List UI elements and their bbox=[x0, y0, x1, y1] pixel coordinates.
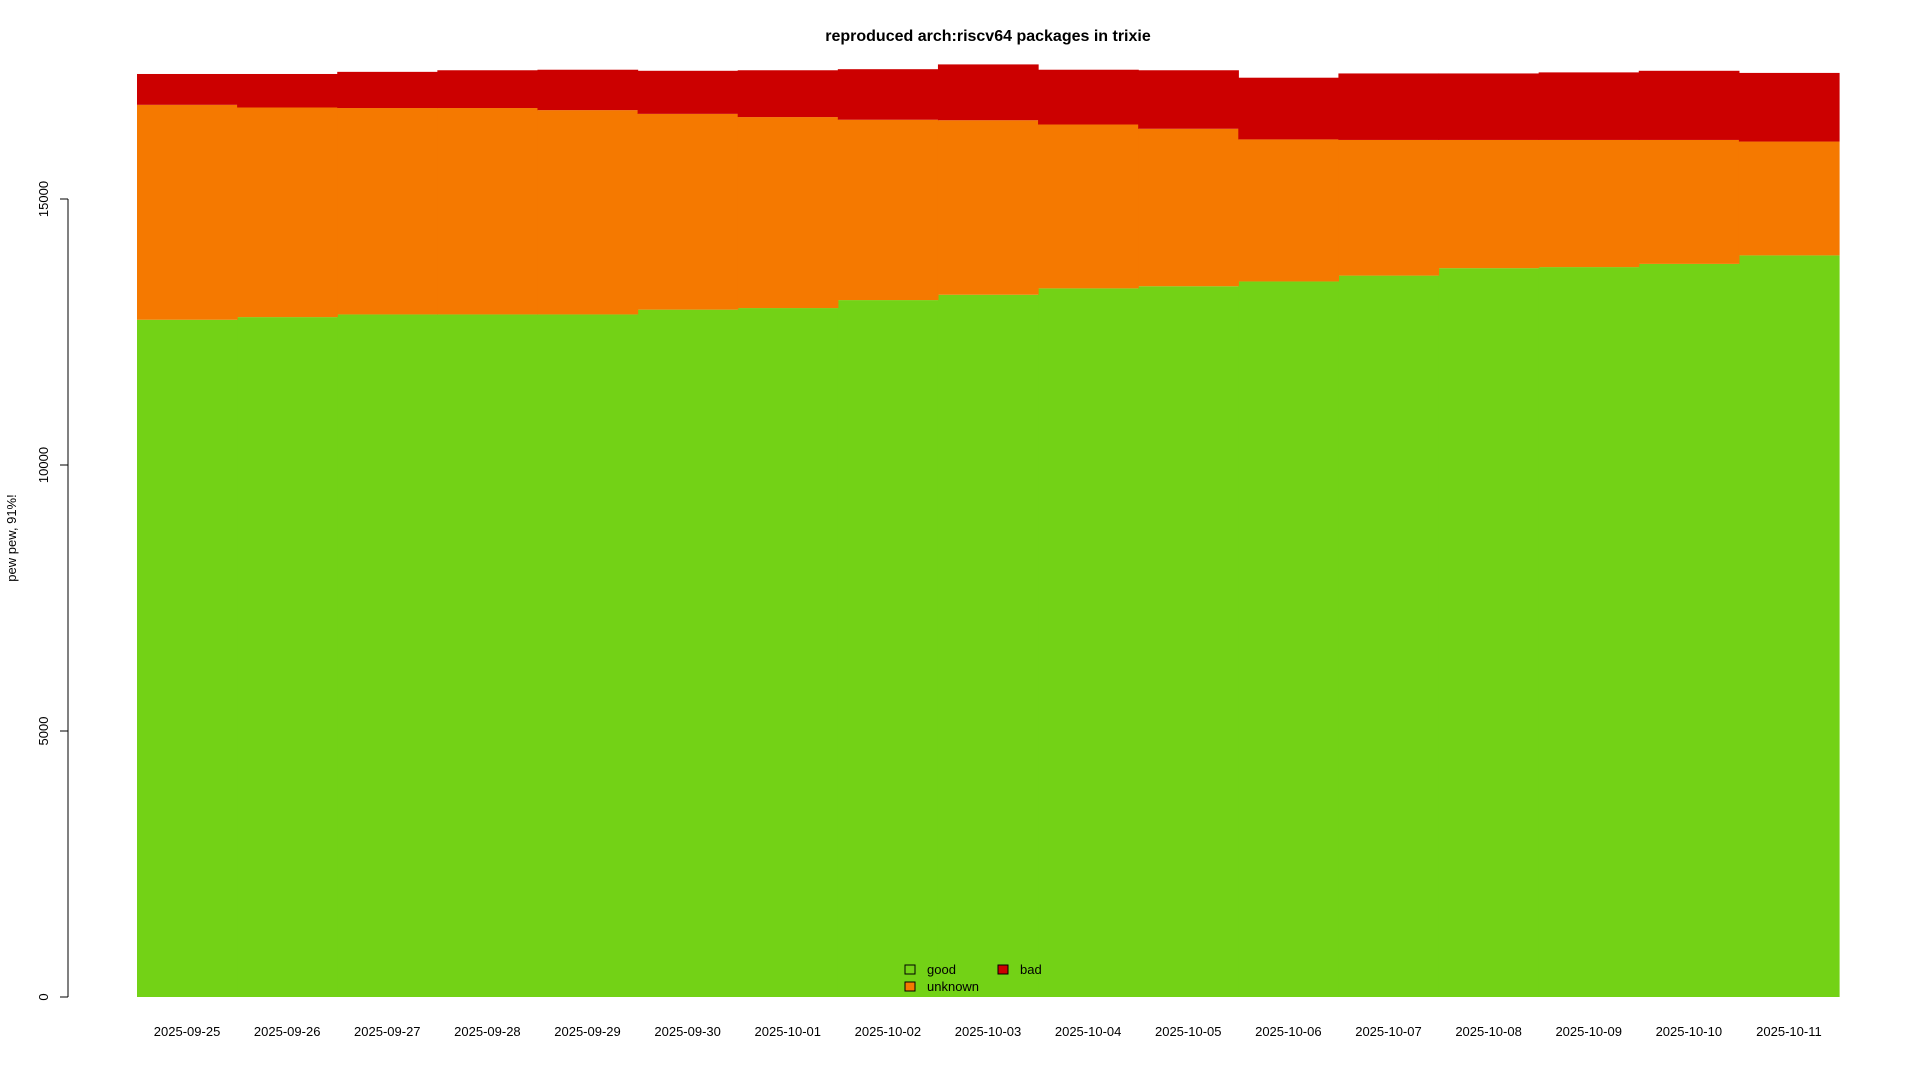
area-segment-unknown-2025-10-11 bbox=[1738, 141, 1840, 256]
area-segment-bad-2025-09-29 bbox=[537, 69, 639, 111]
x-tick-label: 2025-10-01 bbox=[755, 1024, 822, 1039]
area-segment-good-2025-10-07 bbox=[1338, 275, 1440, 997]
x-tick-label: 2025-09-27 bbox=[354, 1024, 421, 1039]
area-segment-bad-2025-10-06 bbox=[1238, 77, 1340, 140]
x-tick-label: 2025-10-05 bbox=[1155, 1024, 1222, 1039]
x-tick-label: 2025-09-29 bbox=[554, 1024, 621, 1039]
area-segment-bad-2025-09-27 bbox=[337, 71, 438, 109]
area-segment-bad-2025-09-25 bbox=[137, 73, 238, 105]
area-segment-bad-2025-10-04 bbox=[1038, 69, 1139, 125]
x-tick-label: 2025-09-28 bbox=[454, 1024, 521, 1039]
area-segment-good-2025-10-03 bbox=[937, 294, 1039, 997]
x-tick-label: 2025-10-04 bbox=[1055, 1024, 1122, 1039]
area-segment-good-2025-10-11 bbox=[1738, 255, 1840, 998]
x-tick-label: 2025-10-11 bbox=[1756, 1024, 1822, 1039]
legend: good unknown bad bbox=[904, 962, 1042, 994]
y-tick-label: 10000 bbox=[36, 447, 51, 483]
x-tick-label: 2025-09-26 bbox=[254, 1024, 321, 1039]
x-axis: 2025-09-25 2025-09-26 2025-09-27 2025-09-28… bbox=[154, 1024, 1822, 1039]
area-segment-good-2025-10-04 bbox=[1038, 288, 1139, 998]
area-segment-good-2025-09-30 bbox=[637, 309, 739, 997]
area-segment-unknown-2025-09-29 bbox=[537, 110, 639, 315]
area-segment-unknown-2025-10-06 bbox=[1238, 139, 1340, 282]
area-segment-unknown-2025-09-27 bbox=[337, 108, 438, 315]
x-tick-label: 2025-10-02 bbox=[855, 1024, 922, 1039]
area-segment-good-2025-10-09 bbox=[1538, 267, 1640, 997]
y-tick-label: 15000 bbox=[36, 181, 51, 217]
x-tick-label: 2025-09-25 bbox=[154, 1024, 221, 1039]
area-segment-unknown-2025-09-30 bbox=[637, 113, 739, 310]
area-segment-bad-2025-10-01 bbox=[737, 70, 839, 118]
legend-label-good: good bbox=[927, 962, 956, 977]
y-axis-label: pew pew, 91%! bbox=[4, 494, 19, 581]
area-segment-good-2025-10-06 bbox=[1238, 281, 1340, 998]
area-segment-bad-2025-10-11 bbox=[1738, 72, 1840, 142]
legend-swatch-bad bbox=[997, 964, 1009, 975]
legend-swatch-unknown bbox=[904, 981, 916, 992]
area-segment-good-2025-09-25 bbox=[137, 319, 238, 997]
area-segment-unknown-2025-10-08 bbox=[1438, 139, 1540, 269]
area-segment-unknown-2025-10-05 bbox=[1138, 128, 1239, 287]
area-segment-good-2025-10-01 bbox=[737, 308, 839, 997]
area-segment-unknown-2025-10-03 bbox=[937, 120, 1039, 295]
x-tick-label: 2025-10-03 bbox=[955, 1024, 1022, 1039]
x-tick-label: 2025-10-10 bbox=[1656, 1024, 1723, 1039]
x-tick-label: 2025-09-30 bbox=[654, 1024, 721, 1039]
area-segment-unknown-2025-09-28 bbox=[437, 108, 539, 315]
area-segment-good-2025-10-02 bbox=[837, 300, 939, 998]
area-segment-good-2025-10-10 bbox=[1638, 263, 1740, 997]
area-segment-bad-2025-10-08 bbox=[1438, 73, 1540, 140]
x-tick-label: 2025-10-07 bbox=[1355, 1024, 1422, 1039]
area-segment-good-2025-09-26 bbox=[237, 317, 338, 997]
area-segment-bad-2025-09-26 bbox=[237, 73, 338, 108]
area-segment-unknown-2025-09-26 bbox=[237, 107, 338, 318]
area-segment-good-2025-09-28 bbox=[437, 314, 539, 998]
area-segment-good-2025-10-08 bbox=[1438, 268, 1540, 997]
legend-swatch-good bbox=[904, 964, 916, 975]
y-tick-label: 5000 bbox=[36, 717, 51, 746]
area-segment-good-2025-10-05 bbox=[1138, 286, 1239, 997]
area-segment-unknown-2025-10-02 bbox=[837, 119, 939, 301]
area-segment-bad-2025-09-30 bbox=[637, 70, 739, 114]
area-segment-unknown-2025-09-25 bbox=[137, 104, 238, 320]
x-tick-label: 2025-10-09 bbox=[1555, 1024, 1622, 1039]
area-segment-bad-2025-10-10 bbox=[1638, 70, 1740, 140]
chart-title: reproduced arch:riscv64 packages in trix… bbox=[825, 28, 1151, 45]
plot-area bbox=[137, 64, 1840, 998]
x-tick-label: 2025-10-06 bbox=[1255, 1024, 1322, 1039]
x-tick-label: 2025-10-08 bbox=[1455, 1024, 1522, 1039]
area-segment-bad-2025-09-28 bbox=[437, 70, 539, 109]
legend-label-bad: bad bbox=[1020, 962, 1042, 977]
legend-label-unknown: unknown bbox=[927, 979, 979, 994]
area-segment-good-2025-09-29 bbox=[537, 314, 639, 998]
area-segment-bad-2025-10-09 bbox=[1538, 72, 1640, 140]
area-segment-bad-2025-10-05 bbox=[1138, 70, 1239, 129]
area-segment-unknown-2025-10-07 bbox=[1338, 139, 1440, 276]
y-axis: 0 5000 10000 15000 bbox=[36, 181, 69, 1001]
area-segment-unknown-2025-10-10 bbox=[1638, 139, 1740, 264]
area-segment-unknown-2025-10-09 bbox=[1538, 139, 1640, 268]
area-segment-unknown-2025-10-01 bbox=[737, 117, 839, 309]
area-segment-good-2025-09-27 bbox=[337, 314, 438, 998]
area-segment-bad-2025-10-03 bbox=[937, 64, 1039, 121]
area-segment-unknown-2025-10-04 bbox=[1038, 124, 1139, 289]
area-segment-bad-2025-10-02 bbox=[837, 69, 939, 120]
y-tick-label: 0 bbox=[36, 993, 51, 1000]
area-segment-bad-2025-10-07 bbox=[1338, 73, 1440, 140]
